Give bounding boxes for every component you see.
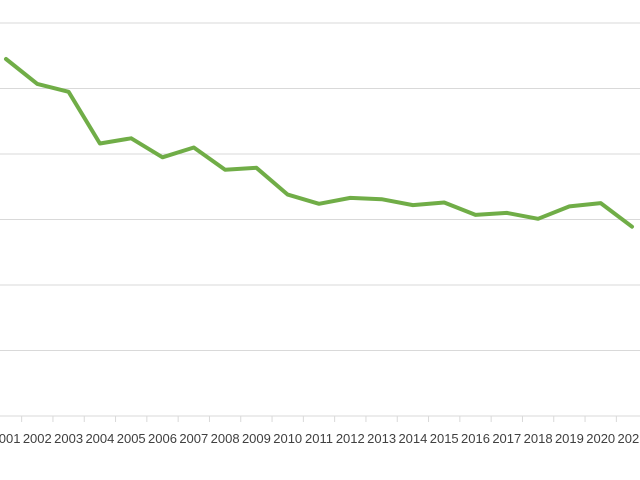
x-tick-label: 2003: [54, 431, 83, 446]
gridlines: [0, 22, 640, 417]
x-tick-label: 2018: [524, 431, 553, 446]
x-tick-label: 2009: [242, 431, 271, 446]
x-tick-label: 2012: [336, 431, 365, 446]
x-tick-label: 2016: [461, 431, 490, 446]
x-axis-labels: 2001200220032004200520062007200820092010…: [0, 431, 640, 446]
x-tick-label: 2021: [618, 431, 640, 446]
x-tick-label: 2008: [211, 431, 240, 446]
series-line: [4, 57, 634, 229]
x-tick-label: 2020: [586, 431, 615, 446]
x-tick-label: 2001: [0, 431, 20, 446]
x-tick-label: 2004: [85, 431, 114, 446]
x-tick-label: 2014: [398, 431, 427, 446]
x-tick-label: 2010: [273, 431, 302, 446]
x-tick-label: 2017: [492, 431, 521, 446]
x-tick-label: 2015: [430, 431, 459, 446]
x-tick-label: 2006: [148, 431, 177, 446]
x-tick-label: 2019: [555, 431, 584, 446]
x-tick-label: 2005: [117, 431, 146, 446]
x-axis-ticks: [21, 416, 617, 422]
x-tick-label: 2002: [23, 431, 52, 446]
x-tick-label: 2011: [305, 431, 333, 446]
x-tick-label: 2013: [367, 431, 396, 446]
x-tick-label: 2007: [179, 431, 208, 446]
series-layer: [4, 57, 634, 229]
